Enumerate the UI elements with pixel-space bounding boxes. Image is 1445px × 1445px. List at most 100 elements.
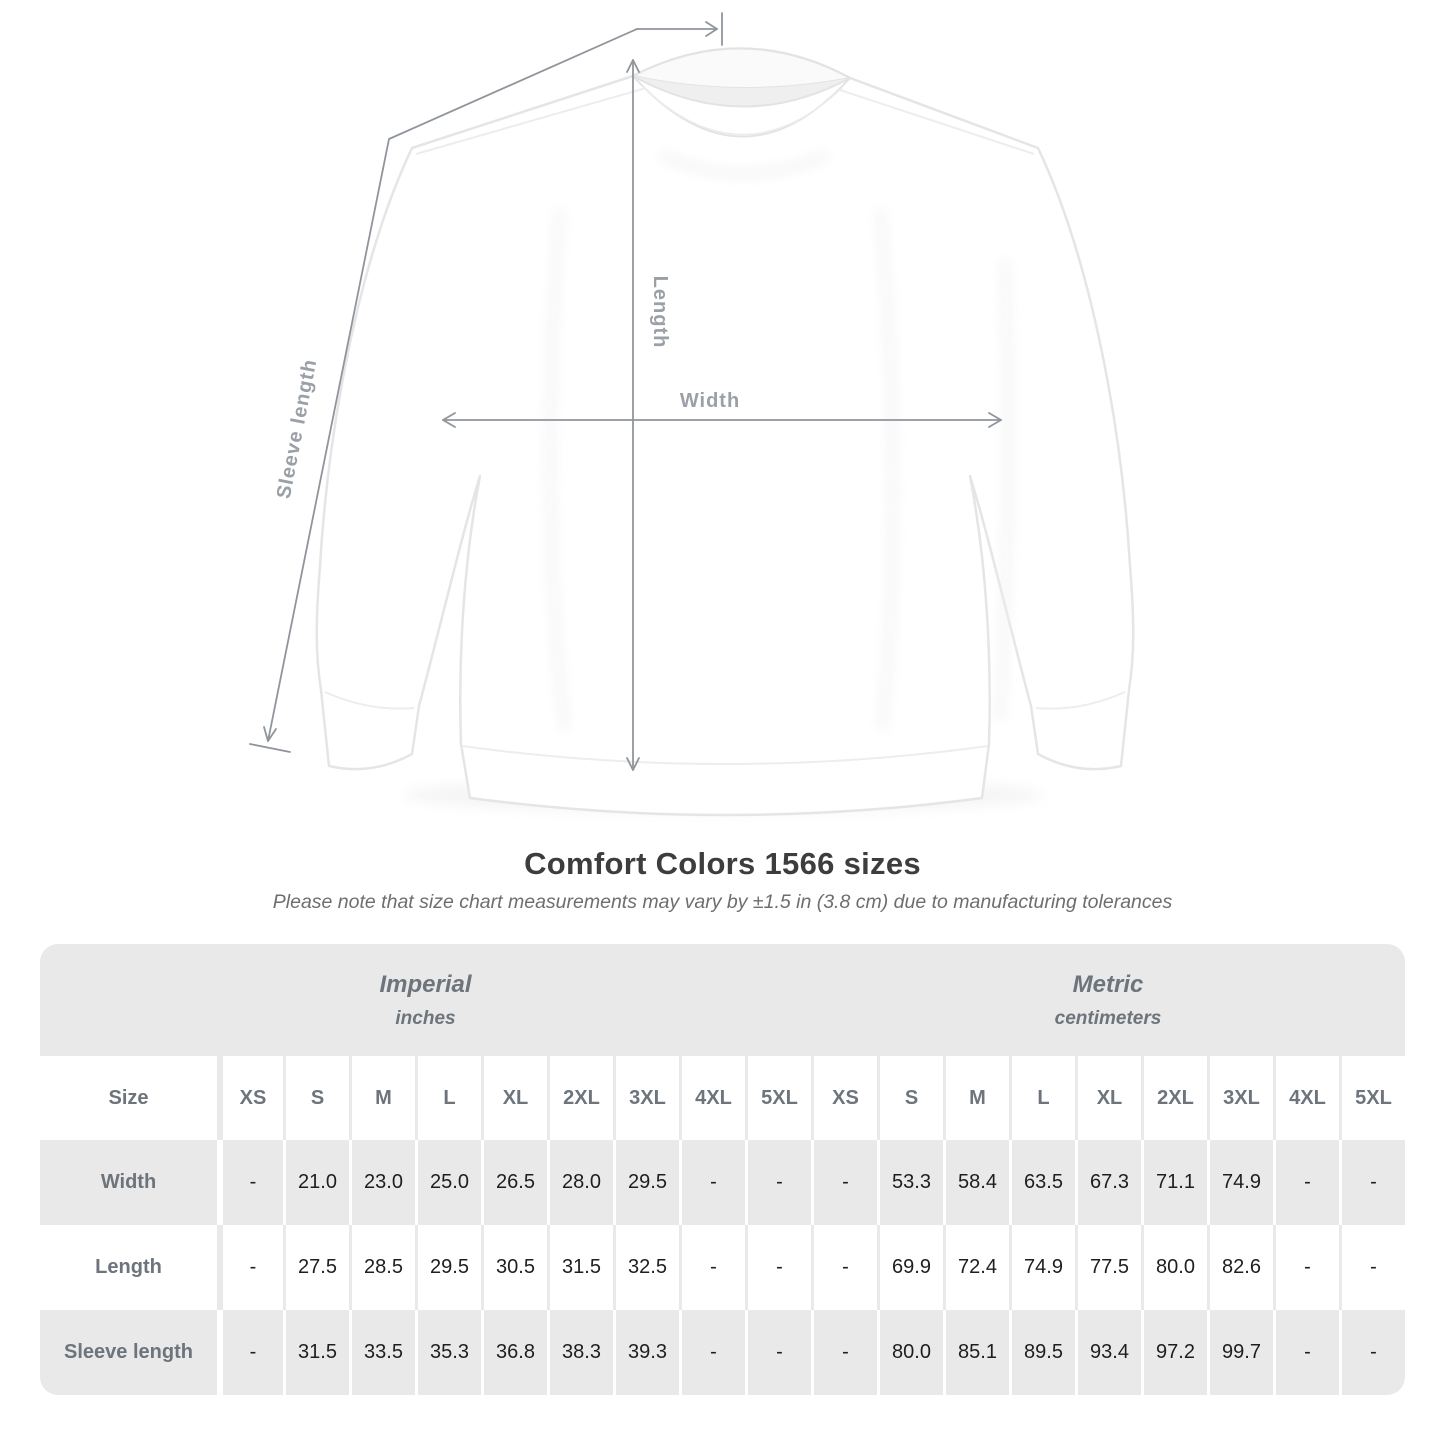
measurement-cell: 31.5 (547, 1225, 613, 1310)
size-header-cell: XL (1075, 1056, 1141, 1140)
measurement-cell: - (1339, 1225, 1405, 1310)
measurement-cell: 71.1 (1141, 1140, 1207, 1225)
measurement-cell: 28.0 (547, 1140, 613, 1225)
measurement-cell: 25.0 (415, 1140, 481, 1225)
page-title: Comfort Colors 1566 sizes (524, 846, 921, 881)
width-dimension-line (442, 412, 1002, 428)
size-header-cell: 5XL (745, 1056, 811, 1140)
length-dimension-line (626, 59, 640, 771)
table-row-width: Width - 21.0 23.0 25.0 26.5 28.0 29.5 - … (40, 1140, 1405, 1225)
tolerance-note: Please note that size chart measurements… (272, 891, 1173, 913)
measurement-cell: 53.3 (877, 1140, 943, 1225)
measurement-cell: 72.4 (943, 1225, 1009, 1310)
measurement-cell: 77.5 (1075, 1225, 1141, 1310)
measurement-cell: - (1339, 1310, 1405, 1395)
measurement-cell: 31.5 (283, 1310, 349, 1395)
size-header-cell: L (1009, 1056, 1075, 1140)
measurement-cell: 33.5 (349, 1310, 415, 1395)
measurement-cell: - (217, 1310, 283, 1395)
width-label: Width (680, 390, 740, 412)
unit-group-header-row: Imperial inches Metric centimeters (40, 944, 1405, 1056)
sweatshirt-body (315, 47, 1135, 817)
row-label-width: Width (40, 1140, 217, 1225)
measurement-cell: 38.3 (547, 1310, 613, 1395)
measurement-cell: - (679, 1140, 745, 1225)
measurement-cell: 74.9 (1009, 1225, 1075, 1310)
size-header-cell: M (943, 1056, 1009, 1140)
size-column-header: Size (40, 1056, 217, 1140)
measurement-cell: 80.0 (877, 1310, 943, 1395)
measurement-cell: 29.5 (415, 1225, 481, 1310)
size-header-cell: XS (217, 1056, 283, 1140)
size-header-cell: S (877, 1056, 943, 1140)
imperial-group-header: Imperial inches (40, 944, 811, 1056)
measurement-cell: 39.3 (613, 1310, 679, 1395)
size-chart-table: Imperial inches Metric centimeters Size … (40, 944, 1405, 1395)
size-header-cell: 4XL (1273, 1056, 1339, 1140)
measurement-cell: 26.5 (481, 1140, 547, 1225)
measurement-cell: 27.5 (283, 1225, 349, 1310)
sweatshirt-illustration (315, 47, 1135, 817)
measurement-cell: - (811, 1310, 877, 1395)
measurement-cell: - (679, 1310, 745, 1395)
size-header-cell: 2XL (1141, 1056, 1207, 1140)
collar (630, 47, 853, 138)
measurement-cell: 85.1 (943, 1310, 1009, 1395)
size-header-row: Size XS S M L XL 2XL 3XL 4XL 5XL XS S M … (40, 1056, 1405, 1140)
measurement-cell: - (745, 1140, 811, 1225)
measurement-cell: - (217, 1225, 283, 1310)
sweatshirt-measurement-diagram: Sleeve length Length Width (249, 12, 1135, 817)
measurement-cell: 82.6 (1207, 1225, 1273, 1310)
dimension-annotations (249, 12, 1002, 771)
sleeve-length-label: Sleeve length (273, 357, 322, 501)
measurement-cell: 63.5 (1009, 1140, 1075, 1225)
measurement-cell: - (679, 1225, 745, 1310)
metric-group-units: centimeters (1054, 1007, 1162, 1029)
size-header-cell: M (349, 1056, 415, 1140)
measurement-cell: 99.7 (1207, 1310, 1273, 1395)
measurement-cell: 28.5 (349, 1225, 415, 1310)
measurement-cell: 74.9 (1207, 1140, 1273, 1225)
sleeve-length-dimension-line (249, 12, 723, 753)
measurement-cell: 69.9 (877, 1225, 943, 1310)
measurement-cell: 35.3 (415, 1310, 481, 1395)
measurement-cell: - (745, 1310, 811, 1395)
size-header-cell: XL (481, 1056, 547, 1140)
measurement-cell: - (1273, 1225, 1339, 1310)
measurement-cell: 32.5 (613, 1225, 679, 1310)
measurement-cell: 89.5 (1009, 1310, 1075, 1395)
imperial-group-label: Imperial (379, 970, 472, 998)
seam-lines (324, 87, 1126, 765)
measurement-cell: - (745, 1225, 811, 1310)
measurement-cell: 21.0 (283, 1140, 349, 1225)
size-header-cell: 4XL (679, 1056, 745, 1140)
table-row-sleeve-length: Sleeve length - 31.5 33.5 35.3 36.8 38.3… (40, 1310, 1405, 1395)
table-row-length: Length - 27.5 28.5 29.5 30.5 31.5 32.5 -… (40, 1225, 1405, 1310)
measurement-cell: 58.4 (943, 1140, 1009, 1225)
measurement-cell: 23.0 (349, 1140, 415, 1225)
size-header-cell: 2XL (547, 1056, 613, 1140)
measurement-cell: - (1273, 1140, 1339, 1225)
size-header-cell: S (283, 1056, 349, 1140)
size-header-cell: 5XL (1339, 1056, 1405, 1140)
length-label: Length (649, 276, 671, 349)
measurement-cell: - (811, 1140, 877, 1225)
measurement-cell: - (811, 1225, 877, 1310)
imperial-group-units: inches (395, 1007, 456, 1029)
size-header-cell: 3XL (1207, 1056, 1273, 1140)
measurement-cell: - (1273, 1310, 1339, 1395)
size-header-cell: XS (811, 1056, 877, 1140)
row-label-sleeve-length: Sleeve length (40, 1310, 217, 1395)
measurement-cell: 97.2 (1141, 1310, 1207, 1395)
measurement-cell: 36.8 (481, 1310, 547, 1395)
measurement-cell: 67.3 (1075, 1140, 1141, 1225)
measurement-cell: - (217, 1140, 283, 1225)
measurement-cell: 29.5 (613, 1140, 679, 1225)
metric-group-header: Metric centimeters (811, 944, 1405, 1056)
size-header-cell: L (415, 1056, 481, 1140)
measurement-cell: 80.0 (1141, 1225, 1207, 1310)
measurement-cell: - (1339, 1140, 1405, 1225)
measurement-cell: 30.5 (481, 1225, 547, 1310)
measurement-cell: 93.4 (1075, 1310, 1141, 1395)
metric-group-label: Metric (1072, 970, 1144, 998)
